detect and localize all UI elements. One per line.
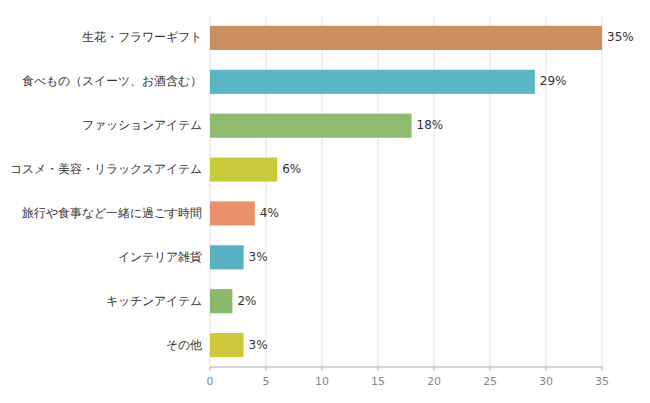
axis-line bbox=[210, 367, 602, 368]
category-label: その他 bbox=[166, 338, 202, 352]
tick-label: 35 bbox=[595, 375, 609, 388]
tick-label: 0 bbox=[207, 375, 214, 388]
data-label: 2% bbox=[237, 294, 256, 308]
tick-mark bbox=[210, 367, 211, 371]
tick-label: 5 bbox=[263, 375, 270, 388]
grid-line bbox=[210, 16, 211, 367]
tick-mark bbox=[490, 367, 491, 371]
tick-label: 30 bbox=[539, 375, 553, 388]
bar bbox=[210, 70, 535, 94]
tick-mark bbox=[378, 367, 379, 371]
chart-svg: その他 キッチンアイテム インテリア雑貨 旅行や食事など一緒に過ごす時間 コスメ・美容・… bbox=[0, 0, 650, 403]
grid bbox=[210, 16, 602, 367]
data-label: 6% bbox=[282, 162, 301, 176]
tick-mark bbox=[602, 367, 603, 371]
tick-mark bbox=[434, 367, 435, 371]
grid-line bbox=[434, 16, 435, 367]
tick-mark bbox=[546, 367, 547, 371]
bar bbox=[210, 289, 232, 313]
grid-line bbox=[602, 16, 603, 367]
category-labels: その他 キッチンアイテム インテリア雑貨 旅行や食事など一緒に過ごす時間 コスメ・美容・… bbox=[10, 30, 202, 351]
chart-container: その他 キッチンアイテム インテリア雑貨 旅行や食事など一緒に過ごす時間 コスメ・美容・… bbox=[0, 0, 650, 403]
bar bbox=[210, 245, 244, 269]
category-label: 旅行や食事など一緒に過ごす時間 bbox=[22, 206, 202, 220]
grid-line bbox=[546, 16, 547, 367]
background bbox=[0, 0, 650, 403]
bar bbox=[210, 201, 255, 225]
bar bbox=[210, 114, 412, 138]
data-label: 3% bbox=[249, 250, 268, 264]
data-label: 35% bbox=[607, 30, 634, 44]
grid-line bbox=[322, 16, 323, 367]
bar bbox=[210, 157, 277, 181]
data-labels: 3% 2% 3% 4% 6% 18% 29% 35% bbox=[237, 30, 633, 351]
data-label: 29% bbox=[540, 74, 567, 88]
bars bbox=[210, 26, 602, 357]
data-label: 4% bbox=[260, 206, 279, 220]
category-label: ファッションアイテム bbox=[82, 118, 202, 132]
tick-label: 15 bbox=[371, 375, 385, 388]
tick-mark bbox=[322, 367, 323, 371]
grid-line bbox=[490, 16, 491, 367]
category-label: 生花・フラワーギフト bbox=[82, 30, 202, 44]
grid-line bbox=[378, 16, 379, 367]
grid-line bbox=[266, 16, 267, 367]
tick-label: 25 bbox=[483, 375, 497, 388]
bar bbox=[210, 333, 244, 357]
x-axis: 0 5 10 15 20 25 30 35 bbox=[207, 367, 610, 388]
tick-mark bbox=[266, 367, 267, 371]
data-label: 18% bbox=[417, 118, 444, 132]
data-label: 3% bbox=[249, 338, 268, 352]
category-label: インテリア雑貨 bbox=[118, 250, 202, 264]
category-label: 食べもの（スイーツ、お酒含む） bbox=[22, 74, 202, 88]
bar bbox=[210, 26, 602, 50]
tick-label: 20 bbox=[427, 375, 441, 388]
tick-label: 10 bbox=[315, 375, 329, 388]
category-label: コスメ・美容・リラックスアイテム bbox=[10, 162, 202, 176]
category-label: キッチンアイテム bbox=[106, 294, 202, 308]
